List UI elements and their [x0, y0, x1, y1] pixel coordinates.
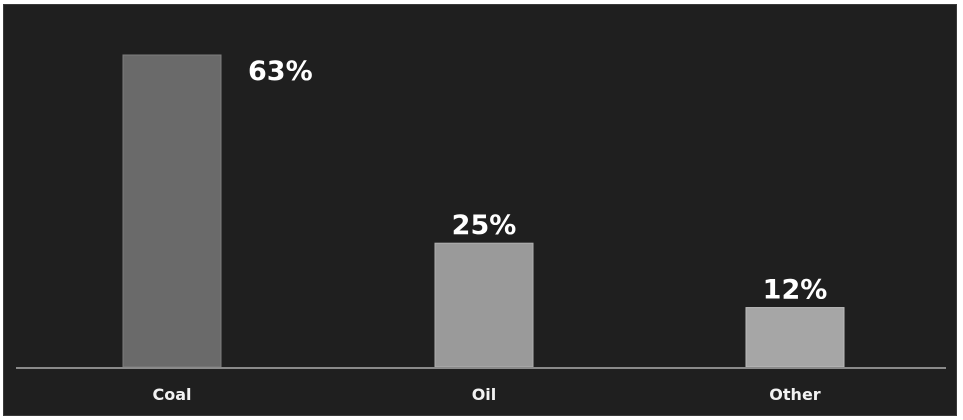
labels-layer: 63% Coal 25% Oil 12% Other	[152, 56, 827, 404]
bar-oil	[434, 242, 534, 368]
value-label-oil: 25%	[452, 210, 517, 241]
category-label-coal: Coal	[152, 385, 191, 404]
bar-other	[745, 307, 845, 368]
category-label-other: Other	[769, 385, 820, 404]
chart-frame: 63% Coal 25% Oil 12% Other	[3, 4, 957, 416]
category-label-oil: Oil	[472, 385, 497, 404]
bars-layer	[122, 54, 845, 368]
bar-coal	[122, 54, 222, 368]
value-label-other: 12%	[763, 275, 828, 306]
bar-chart: 63% Coal 25% Oil 12% Other	[16, 54, 946, 404]
value-label-coal: 63%	[248, 56, 313, 87]
